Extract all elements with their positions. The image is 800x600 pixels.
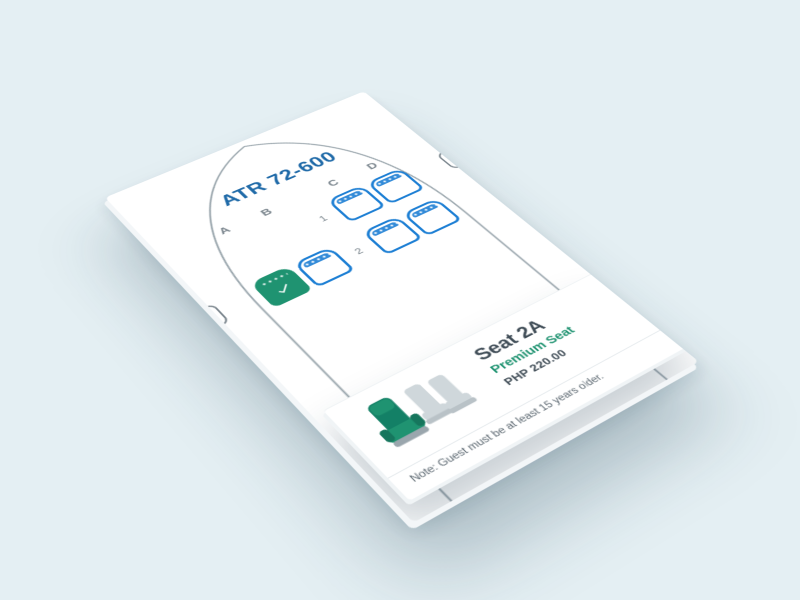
row-number-2: 2 xyxy=(343,242,373,260)
selected-seat-price: PHP 220.00 xyxy=(501,336,591,388)
seat-illustration xyxy=(346,356,505,462)
exit-icon xyxy=(183,303,230,336)
aircraft-model: ATR 72-600 xyxy=(148,123,401,239)
selected-seat-label: Seat 2A xyxy=(469,308,566,364)
popup-divider xyxy=(388,328,665,479)
row-number-1: 1 xyxy=(308,210,338,227)
seat-detail-popup: Seat 2A Premium Seat PHP 220.00 Note: Gu… xyxy=(323,272,688,501)
seat-map-screen: ATR 72-600 A B C D 1 xyxy=(105,91,699,522)
exit-icon xyxy=(436,144,479,170)
selected-seat-note: Note: Guest must be at least 15 years ol… xyxy=(408,339,667,484)
check-icon xyxy=(258,273,309,306)
selected-seat-type: Premium Seat xyxy=(487,324,578,376)
